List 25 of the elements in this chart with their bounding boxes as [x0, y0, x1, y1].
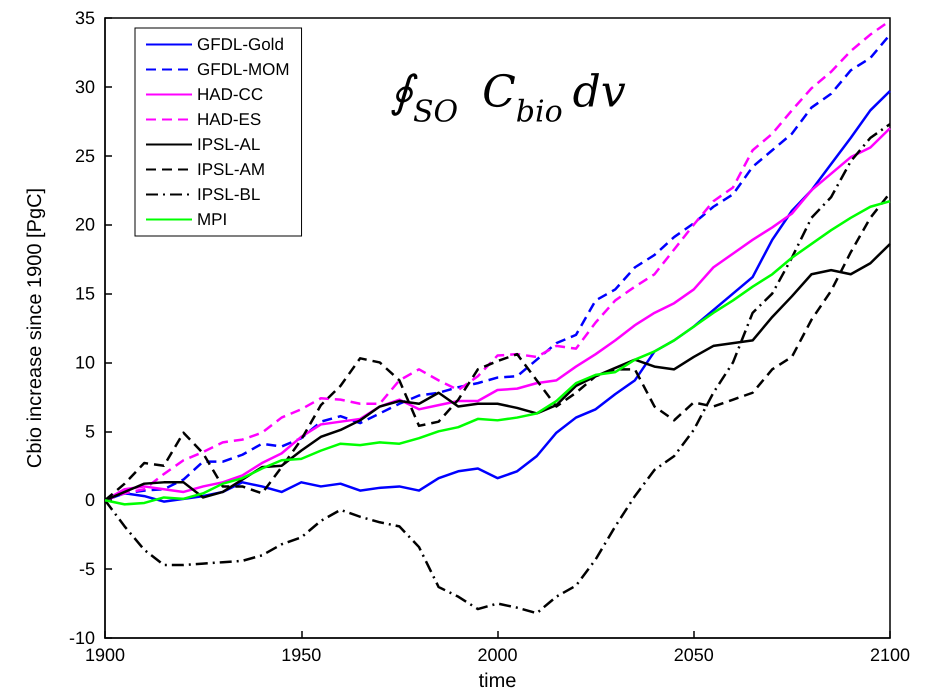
legend-label: GFDL-MOM: [197, 60, 290, 79]
y-axis-title: Cbio increase since 1900 [PgC]: [24, 188, 46, 468]
y-tick-label: 15: [74, 284, 95, 304]
y-tick-label: 0: [84, 490, 95, 510]
y-tick-label: 20: [74, 214, 95, 235]
x-tick-label: 1950: [281, 645, 322, 665]
y-tick-label: 35: [74, 8, 95, 28]
y-tick-label: 30: [74, 76, 95, 97]
legend-label: HAD-ES: [197, 110, 262, 129]
y-tick-label: 5: [84, 421, 95, 442]
x-tick-label: 2000: [477, 645, 518, 665]
legend-label: HAD-CC: [197, 85, 264, 104]
y-tick-label: 25: [74, 146, 95, 166]
y-tick-label: 10: [74, 352, 95, 372]
y-tick-label: -10: [68, 628, 95, 648]
x-tick-label: 2100: [870, 645, 910, 665]
legend-label: IPSL-AL: [197, 135, 260, 154]
y-tick-label: -5: [78, 559, 95, 580]
legend-label: IPSL-BL: [197, 185, 260, 204]
x-tick-label: 1900: [84, 645, 126, 665]
legend-label: GFDL-Gold: [197, 35, 284, 54]
x-tick-label: 2050: [674, 645, 714, 665]
x-axis-title: time: [478, 670, 516, 692]
legend-label: MPI: [197, 210, 228, 229]
legend-label: IPSL-AM: [197, 160, 266, 179]
